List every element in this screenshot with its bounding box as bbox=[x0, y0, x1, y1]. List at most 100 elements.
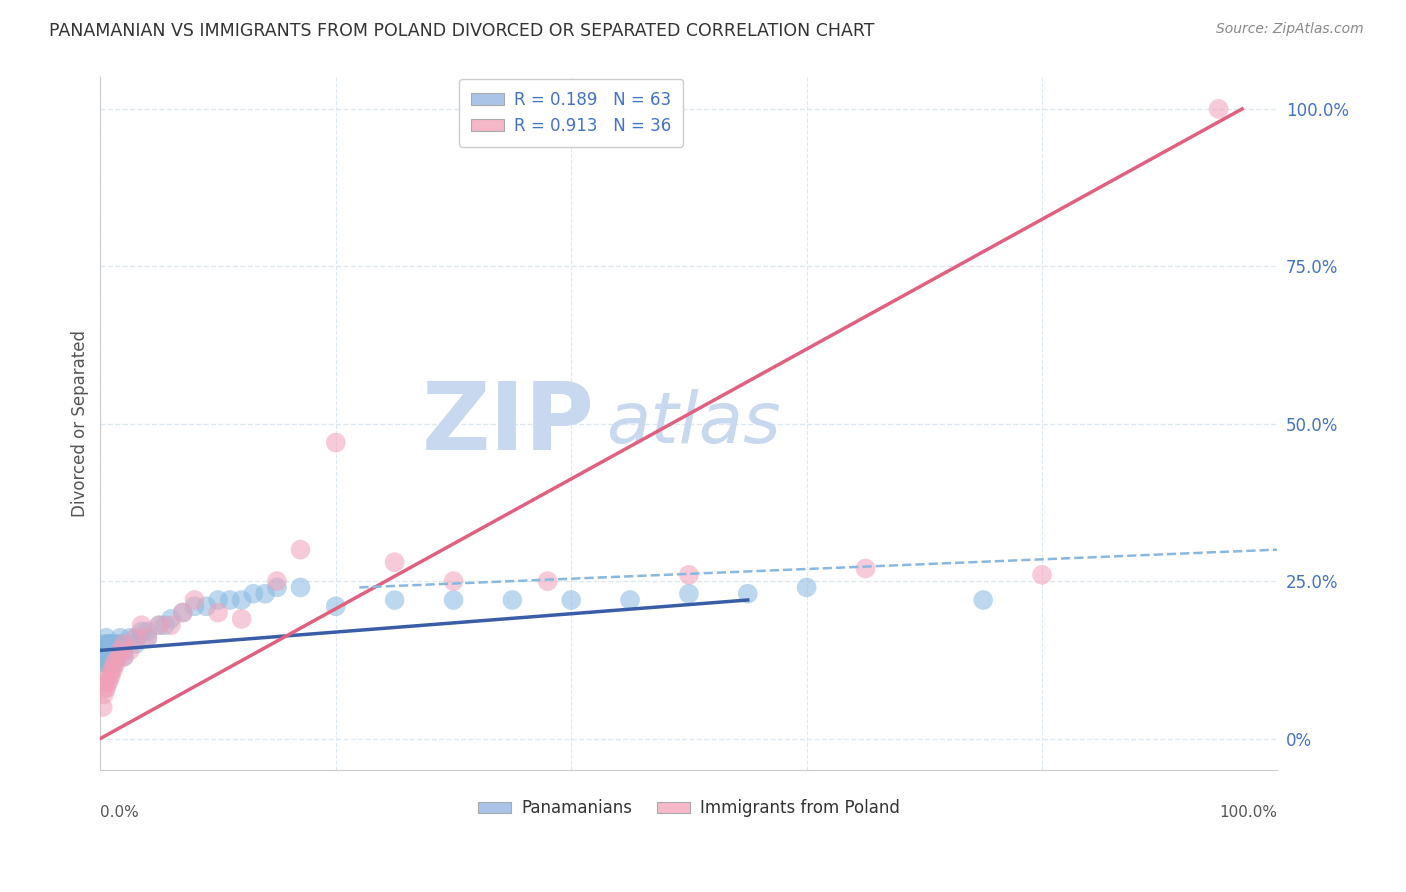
Point bbox=[118, 631, 141, 645]
Point bbox=[100, 668, 122, 682]
Point bbox=[678, 567, 700, 582]
Point bbox=[254, 587, 277, 601]
Point bbox=[501, 593, 523, 607]
Point bbox=[98, 656, 121, 670]
Point bbox=[737, 587, 759, 601]
Point bbox=[112, 637, 135, 651]
Point bbox=[796, 581, 818, 595]
Point bbox=[101, 662, 124, 676]
Point bbox=[183, 599, 205, 614]
Point bbox=[96, 674, 118, 689]
Point bbox=[207, 593, 229, 607]
Point bbox=[103, 662, 125, 676]
Point bbox=[110, 631, 132, 645]
Point bbox=[231, 593, 253, 607]
Point bbox=[195, 599, 218, 614]
Point bbox=[112, 637, 135, 651]
Point bbox=[101, 656, 124, 670]
Point bbox=[160, 612, 183, 626]
Point bbox=[107, 649, 129, 664]
Point bbox=[94, 681, 117, 695]
Point bbox=[560, 593, 582, 607]
Point bbox=[242, 587, 264, 601]
Point bbox=[112, 649, 135, 664]
Point bbox=[112, 643, 135, 657]
Point bbox=[107, 643, 129, 657]
Point bbox=[136, 624, 159, 639]
Point bbox=[678, 587, 700, 601]
Point bbox=[183, 593, 205, 607]
Point bbox=[136, 631, 159, 645]
Point bbox=[101, 649, 124, 664]
Point bbox=[103, 649, 125, 664]
Point bbox=[207, 606, 229, 620]
Point bbox=[93, 637, 115, 651]
Point bbox=[94, 656, 117, 670]
Point bbox=[98, 643, 121, 657]
Point bbox=[91, 700, 114, 714]
Point bbox=[97, 674, 120, 689]
Point bbox=[172, 606, 194, 620]
Point bbox=[290, 581, 312, 595]
Point bbox=[104, 637, 127, 651]
Point bbox=[96, 649, 118, 664]
Point bbox=[100, 649, 122, 664]
Legend: Panamanians, Immigrants from Poland: Panamanians, Immigrants from Poland bbox=[471, 793, 907, 824]
Text: 100.0%: 100.0% bbox=[1219, 805, 1278, 820]
Point bbox=[103, 643, 125, 657]
Point bbox=[325, 599, 347, 614]
Point bbox=[96, 656, 118, 670]
Point bbox=[124, 631, 146, 645]
Y-axis label: Divorced or Separated: Divorced or Separated bbox=[72, 330, 89, 517]
Point bbox=[101, 637, 124, 651]
Point bbox=[266, 581, 288, 595]
Point bbox=[619, 593, 641, 607]
Point bbox=[148, 618, 170, 632]
Point bbox=[104, 656, 127, 670]
Text: Source: ZipAtlas.com: Source: ZipAtlas.com bbox=[1216, 22, 1364, 37]
Point bbox=[153, 618, 176, 632]
Point bbox=[218, 593, 240, 607]
Point bbox=[96, 681, 118, 695]
Point bbox=[98, 668, 121, 682]
Point bbox=[384, 555, 406, 569]
Point bbox=[96, 643, 118, 657]
Point bbox=[148, 618, 170, 632]
Point bbox=[972, 593, 994, 607]
Point bbox=[96, 643, 118, 657]
Point bbox=[96, 637, 118, 651]
Point bbox=[97, 649, 120, 664]
Point bbox=[98, 637, 121, 651]
Point bbox=[1208, 102, 1230, 116]
Point bbox=[110, 643, 132, 657]
Text: 0.0%: 0.0% bbox=[100, 805, 139, 820]
Text: atlas: atlas bbox=[606, 389, 782, 458]
Point bbox=[136, 631, 159, 645]
Point bbox=[100, 637, 122, 651]
Point bbox=[131, 624, 153, 639]
Point bbox=[97, 656, 120, 670]
Point bbox=[537, 574, 560, 588]
Point bbox=[101, 643, 124, 657]
Point bbox=[443, 574, 465, 588]
Point bbox=[131, 618, 153, 632]
Point bbox=[266, 574, 288, 588]
Point bbox=[96, 649, 118, 664]
Point bbox=[1031, 567, 1053, 582]
Point bbox=[231, 612, 253, 626]
Point bbox=[93, 688, 115, 702]
Point bbox=[112, 649, 135, 664]
Point bbox=[93, 643, 115, 657]
Point bbox=[97, 637, 120, 651]
Text: PANAMANIAN VS IMMIGRANTS FROM POLAND DIVORCED OR SEPARATED CORRELATION CHART: PANAMANIAN VS IMMIGRANTS FROM POLAND DIV… bbox=[49, 22, 875, 40]
Point bbox=[107, 637, 129, 651]
Point bbox=[855, 561, 877, 575]
Point bbox=[104, 643, 127, 657]
Point bbox=[172, 606, 194, 620]
Point bbox=[124, 637, 146, 651]
Point bbox=[384, 593, 406, 607]
Point bbox=[290, 542, 312, 557]
Text: ZIP: ZIP bbox=[422, 377, 595, 470]
Point bbox=[443, 593, 465, 607]
Point bbox=[93, 656, 115, 670]
